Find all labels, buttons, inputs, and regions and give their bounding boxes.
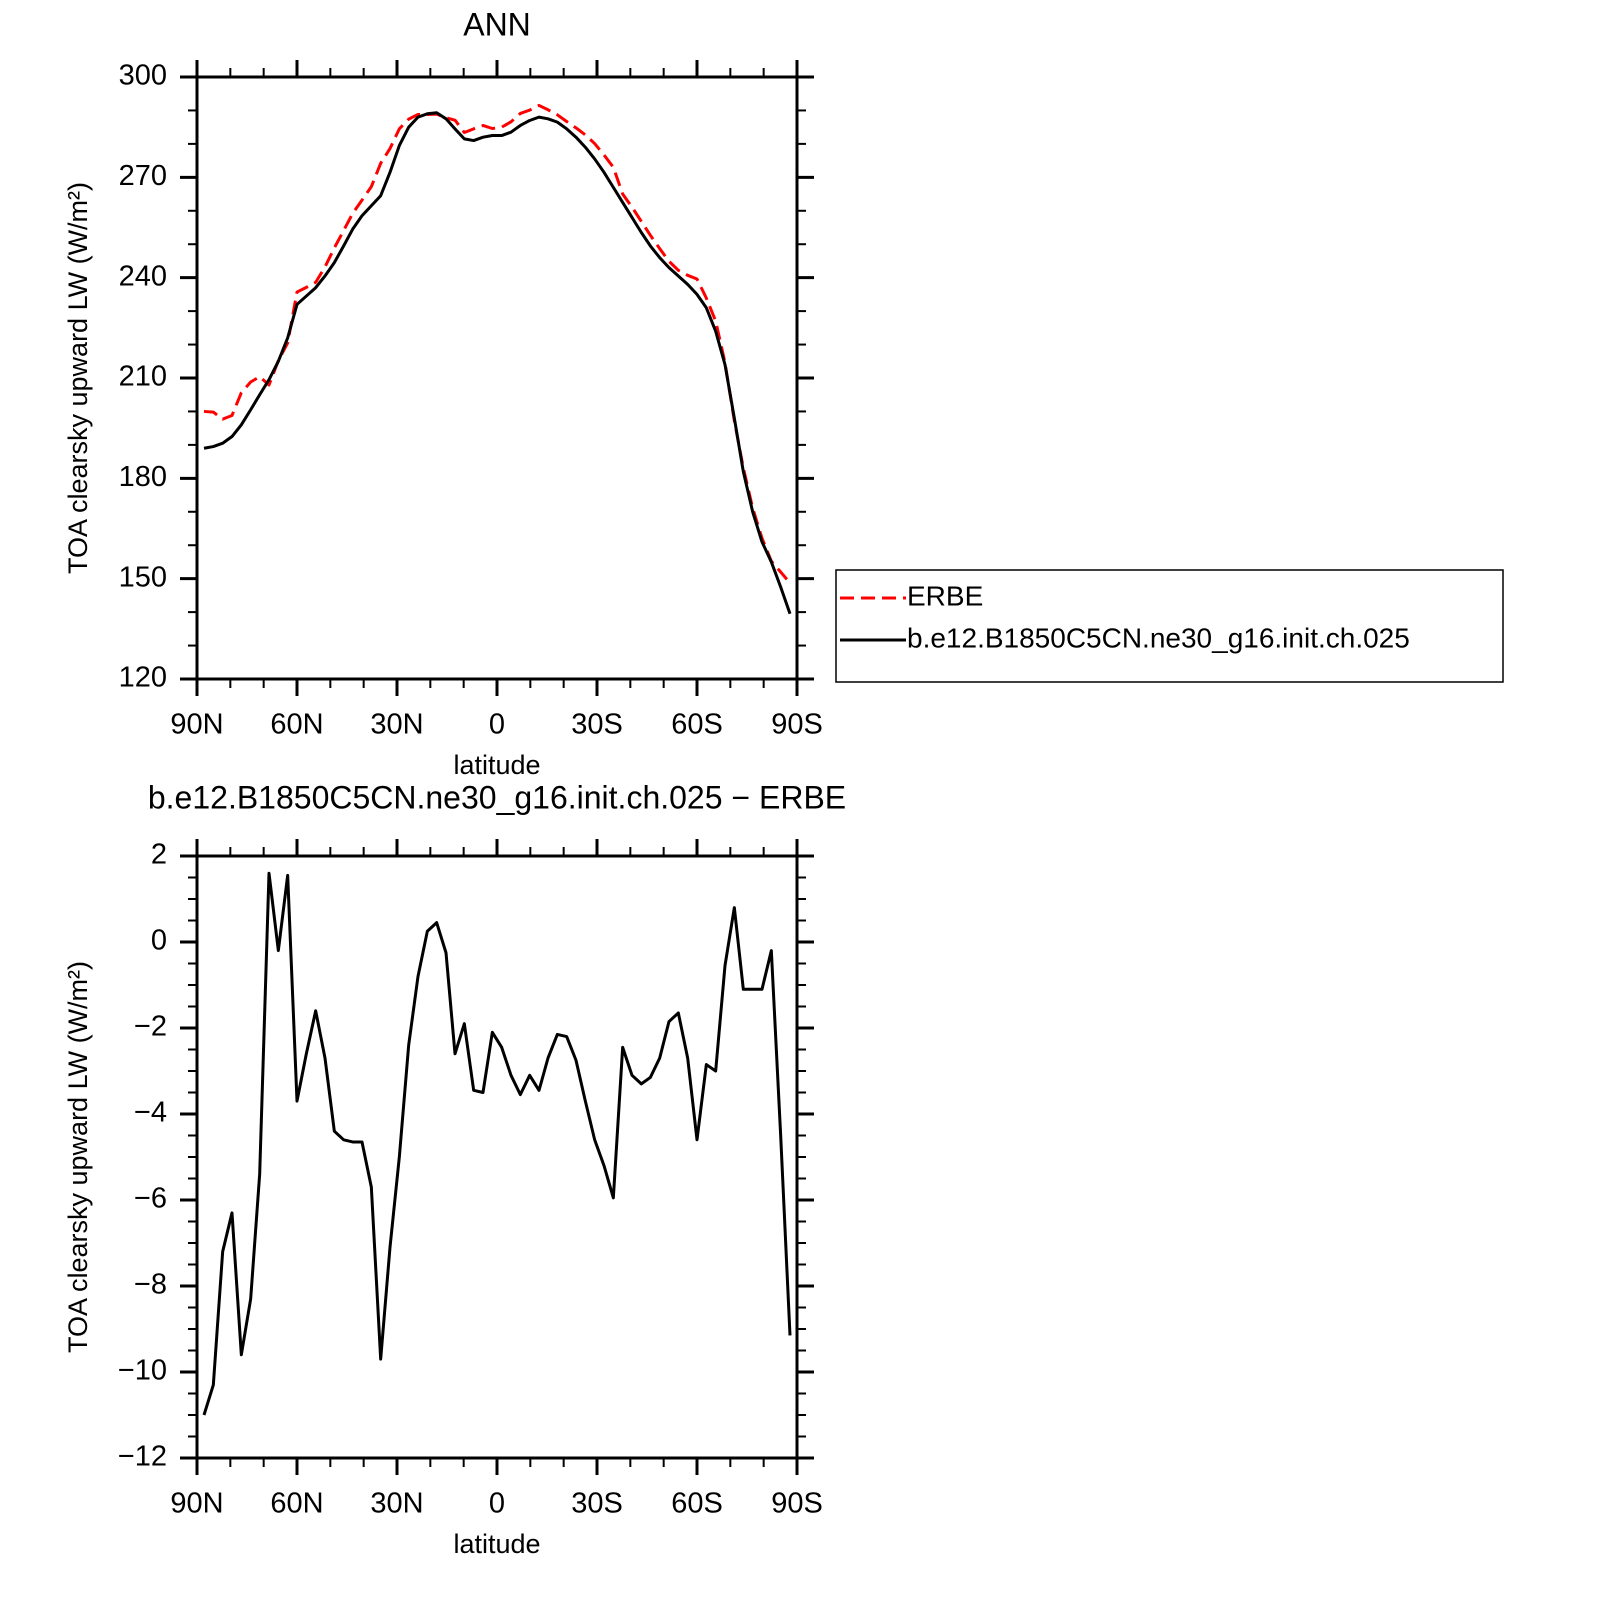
x-tick-label: 60N [270,1488,323,1520]
y-tick-label: 180 [119,461,167,493]
y-tick-label: 0 [151,925,167,957]
data-line [203,111,792,615]
legend-box [835,569,1504,683]
x-axis-label: latitude [453,1529,540,1559]
y-tick-label: −8 [134,1269,167,1301]
y-tick-label: 270 [119,160,167,192]
y-tick-label: −2 [134,1011,167,1043]
y-axis-label: TOA clearsky upward LW (W/m²) [63,961,93,1353]
x-tick-label: 90S [771,709,823,741]
chart-title: b.e12.B1850C5CN.ne30_g16.init.ch.025 − E… [148,779,846,815]
plot-frame [195,75,799,681]
legend-label: b.e12.B1850C5CN.ne30_g16.init.ch.025 [907,622,1410,653]
x-tick-label: 30N [370,709,423,741]
chart-title: ANN [463,6,531,42]
x-tick-label: 90S [771,1488,823,1520]
x-axis-label: latitude [453,750,540,780]
y-tick-label: 120 [119,662,167,694]
y-tick-label: −4 [134,1097,167,1129]
legend-label: ERBE [907,580,983,611]
x-tick-label: 30N [370,1488,423,1520]
y-tick-label: 240 [119,260,167,292]
plot-frame [195,854,799,1460]
y-tick-label: 2 [151,839,167,871]
y-tick-label: −6 [134,1183,167,1215]
y-tick-label: −12 [118,1441,167,1473]
y-tick-label: 150 [119,561,167,593]
x-tick-label: 60S [671,709,723,741]
x-tick-label: 30S [571,1488,623,1520]
data-line [202,871,792,1416]
y-tick-label: 210 [119,361,167,393]
x-tick-label: 0 [489,709,505,741]
data-line [203,103,792,584]
x-tick-label: 90N [170,709,223,741]
y-tick-label: 300 [119,60,167,92]
x-tick-label: 0 [489,1488,505,1520]
y-tick-label: −10 [118,1355,167,1387]
x-tick-label: 30S [571,709,623,741]
x-tick-label: 60N [270,709,323,741]
x-tick-label: 60S [671,1488,723,1520]
x-tick-label: 90N [170,1488,223,1520]
y-axis-label: TOA clearsky upward LW (W/m²) [63,182,93,574]
